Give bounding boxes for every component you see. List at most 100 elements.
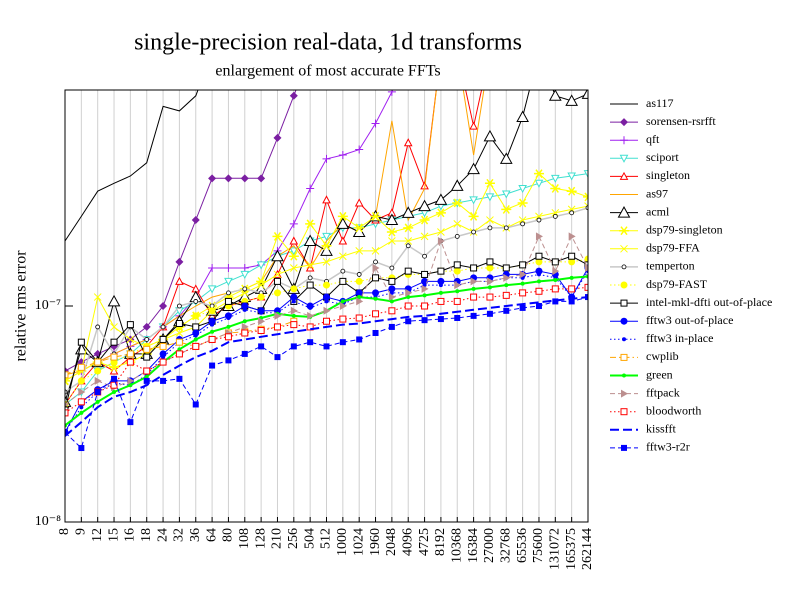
marker — [469, 121, 478, 130]
plot-area — [65, 48, 592, 452]
marker — [354, 223, 365, 233]
marker — [110, 381, 118, 389]
x-tick-label: 262144 — [580, 528, 595, 570]
marker — [568, 298, 575, 305]
marker — [336, 217, 350, 229]
legend-label: sciport — [646, 150, 679, 164]
marker — [322, 232, 331, 241]
marker — [192, 342, 200, 350]
marker — [486, 277, 494, 286]
marker — [437, 316, 444, 323]
marker — [241, 350, 248, 357]
marker — [434, 193, 448, 205]
marker — [584, 255, 588, 263]
x-tick-label: 16 — [123, 528, 138, 542]
marker — [210, 329, 215, 334]
marker — [583, 192, 588, 202]
marker — [126, 335, 135, 344]
legend-label: sorensen-rsrfft — [646, 114, 716, 128]
marker — [208, 174, 217, 183]
legend-marker — [620, 244, 628, 253]
x-tick-label: 1960 — [368, 528, 383, 556]
x-tick-label: 18 — [139, 528, 154, 542]
marker — [256, 261, 266, 270]
marker — [469, 196, 478, 205]
marker — [551, 285, 559, 293]
marker — [435, 208, 446, 218]
marker — [77, 363, 85, 371]
marker — [551, 48, 559, 56]
marker — [306, 281, 314, 289]
marker — [65, 409, 69, 417]
marker — [552, 213, 558, 219]
marker — [126, 321, 134, 329]
marker — [388, 307, 396, 315]
marker — [404, 267, 412, 275]
marker — [175, 257, 184, 266]
marker — [77, 398, 85, 406]
legend-label: fftw3-r2r — [646, 440, 690, 454]
marker — [339, 315, 347, 323]
marker — [535, 48, 542, 55]
marker — [536, 217, 542, 223]
marker — [127, 376, 135, 385]
marker — [388, 277, 396, 285]
marker — [355, 277, 363, 285]
x-tick-label: 12 — [90, 528, 105, 542]
marker — [339, 302, 347, 310]
series-line — [65, 296, 588, 449]
marker — [192, 401, 199, 408]
marker — [520, 281, 525, 286]
marker — [450, 179, 464, 191]
marker — [520, 221, 526, 227]
marker — [388, 285, 396, 293]
marker — [372, 310, 380, 318]
marker — [535, 252, 543, 260]
marker — [338, 236, 348, 245]
series-line — [65, 296, 588, 437]
marker — [177, 347, 182, 352]
marker — [404, 302, 412, 310]
marker — [585, 48, 592, 55]
marker — [323, 343, 330, 350]
marker — [78, 387, 86, 396]
marker — [584, 48, 592, 56]
marker — [453, 297, 461, 305]
marker — [175, 276, 184, 285]
marker — [453, 220, 462, 228]
marker — [175, 319, 183, 327]
marker — [470, 277, 478, 286]
marker — [242, 286, 248, 292]
marker — [324, 299, 329, 304]
marker — [389, 265, 395, 271]
marker — [159, 302, 168, 310]
marker — [487, 225, 493, 231]
series-line — [65, 90, 199, 242]
marker — [503, 273, 511, 282]
marker — [126, 350, 134, 358]
marker — [110, 353, 118, 361]
legend-marker — [619, 171, 629, 180]
marker — [257, 327, 265, 335]
marker — [65, 377, 69, 385]
marker — [290, 306, 298, 315]
x-tick-label: 27000 — [482, 528, 497, 563]
marker — [257, 293, 265, 301]
marker — [142, 322, 151, 331]
legend-label: qft — [646, 132, 660, 146]
marker — [517, 198, 528, 208]
legend-marker — [621, 264, 627, 270]
legend-marker — [620, 281, 628, 289]
marker — [518, 184, 527, 194]
legend-marker — [619, 154, 629, 163]
legend-marker — [620, 408, 628, 416]
marker — [355, 145, 364, 154]
marker — [160, 377, 167, 384]
marker — [501, 204, 512, 214]
marker — [553, 277, 558, 282]
marker — [503, 307, 510, 314]
legend-label: kissfft — [646, 422, 676, 436]
x-tick-label: 210 — [270, 528, 285, 549]
marker — [65, 371, 69, 379]
marker — [536, 279, 541, 284]
